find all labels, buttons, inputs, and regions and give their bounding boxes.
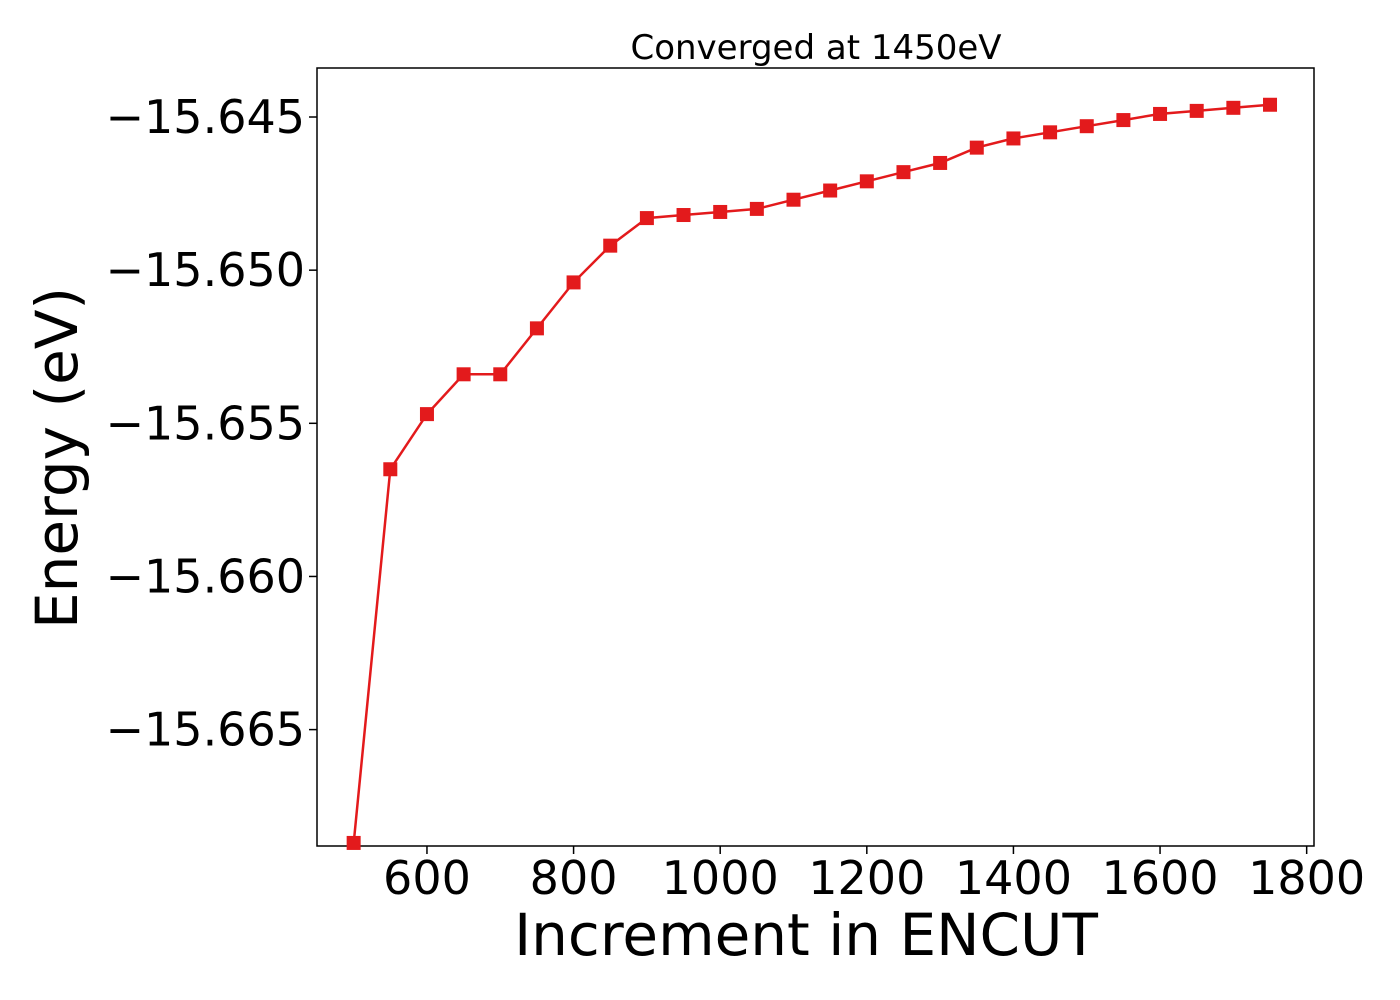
y-axis: −15.645 −15.650 −15.655 −15.660 −15.665 <box>106 90 317 757</box>
data-point <box>529 321 544 336</box>
data-point <box>823 183 838 198</box>
y-tick-label: −15.650 <box>106 243 306 297</box>
x-tick-label: 800 <box>530 851 618 905</box>
plot-frame <box>316 67 1315 847</box>
data-point <box>1006 131 1021 146</box>
data-point <box>383 462 398 477</box>
data-point <box>676 208 691 223</box>
data-point <box>639 211 654 226</box>
x-tick-label: 600 <box>383 851 471 905</box>
data-point <box>566 275 581 290</box>
data-point <box>1043 125 1058 140</box>
series-layer <box>346 97 1278 850</box>
data-point <box>456 367 471 382</box>
x-tick-label: 1200 <box>808 851 925 905</box>
x-axis-label: Increment in ENCUT <box>514 901 1098 969</box>
x-tick-label: 1600 <box>1102 851 1219 905</box>
data-point <box>969 140 984 155</box>
x-tick-label: 1800 <box>1248 851 1365 905</box>
data-point <box>896 165 911 180</box>
x-axis: 600 800 1000 1200 1400 1600 1800 <box>383 846 1365 905</box>
data-point <box>1153 106 1168 121</box>
data-point <box>1079 119 1094 134</box>
chart-title: Converged at 1450eV <box>630 28 1001 68</box>
x-tick-label: 1000 <box>662 851 779 905</box>
data-point <box>1116 113 1131 128</box>
y-tick-label: −15.655 <box>106 396 306 450</box>
series-line <box>352 103 1271 844</box>
data-point <box>1189 103 1204 118</box>
data-point <box>346 835 361 850</box>
data-point <box>493 367 508 382</box>
data-point <box>419 407 434 422</box>
x-tick-label: 1400 <box>955 851 1072 905</box>
data-point <box>1263 97 1278 112</box>
y-tick-label: −15.660 <box>106 549 306 603</box>
data-point <box>859 174 874 189</box>
y-tick-label: −15.645 <box>106 90 306 144</box>
data-point <box>713 204 728 219</box>
data-point <box>749 201 764 216</box>
y-tick-label: −15.665 <box>106 703 306 757</box>
data-point <box>603 238 618 253</box>
data-point <box>1226 100 1241 115</box>
y-axis-label: Energy (eV) <box>23 287 91 629</box>
data-point <box>786 192 801 207</box>
data-point <box>933 155 948 170</box>
